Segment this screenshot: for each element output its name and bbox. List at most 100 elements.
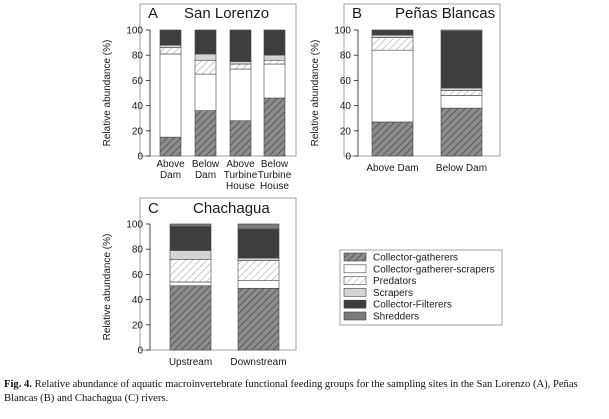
bar-segment-predators xyxy=(169,258,212,283)
bar-segment-collector-gatherers xyxy=(194,110,217,157)
bar-segment-collector-gatherer-scrapers xyxy=(440,95,483,109)
legend-label-collector-gatherers: Collector-gatherers xyxy=(373,253,458,264)
panel-title: San Lorenzo xyxy=(184,5,269,22)
y-tick-label: 20 xyxy=(340,126,352,137)
panel-title: Peñas Blancas xyxy=(395,5,495,22)
bar-segment-predators xyxy=(229,63,252,70)
bar-segment-collector-gatherer-scrapers xyxy=(159,53,182,138)
x-tick-label: Upstream xyxy=(169,357,212,368)
bar-segment-collector-filterers xyxy=(169,226,212,251)
bar-segment-predators xyxy=(194,59,217,75)
y-tick-label: 60 xyxy=(340,76,352,87)
bar-segment-shredders xyxy=(440,29,483,32)
panel-c: C Chachagua 0 20 40 60 80 100 Relative abundance… xyxy=(102,197,297,368)
legend-swatch-shredders xyxy=(343,311,367,321)
x-tick-label: Above Turbine House xyxy=(224,159,258,192)
legend-swatch-collector-filterers xyxy=(343,299,367,309)
panel-b: B Peñas Blancas 0 20 40 60 80 100 Relative abund… xyxy=(310,3,501,174)
y-tick-label: 60 xyxy=(132,76,144,87)
figure-caption: Fig. 4. Relative abundance of aquatic ma… xyxy=(4,378,605,406)
y-tick-label: 40 xyxy=(340,101,352,112)
panel-a: A San Lorenzo 0 20 40 60 80 100 Relative abundan… xyxy=(102,3,297,192)
y-tick-label: 20 xyxy=(132,320,144,331)
y-tick-label: 0 xyxy=(137,346,143,357)
bar-segment-shredders xyxy=(237,223,280,230)
bar-segment-collector-filterers xyxy=(237,228,280,259)
bar-segment-scrapers xyxy=(229,61,252,65)
y-tick-label: 0 xyxy=(345,152,351,163)
bar-segment-scrapers xyxy=(263,54,286,61)
bar-segment-collector-filterers xyxy=(371,29,414,36)
y-tick-label: 100 xyxy=(126,220,143,231)
bar-segment-collector-gatherer-scrapers xyxy=(237,280,280,289)
bar-segment-collector-gatherers xyxy=(371,121,414,157)
y-tick-label: 80 xyxy=(132,245,144,256)
y-tick-label: 100 xyxy=(126,26,143,37)
x-tick-label: Below Dam xyxy=(436,163,487,174)
bar-segment-scrapers xyxy=(237,257,280,261)
y-axis-label: Relative abundance (%) xyxy=(102,40,113,147)
bar-segment-collector-gatherer-scrapers xyxy=(229,68,252,122)
bar-segment-collector-filterers xyxy=(440,30,483,89)
y-tick-label: 100 xyxy=(334,26,351,37)
bar-segment-scrapers xyxy=(169,250,212,260)
legend-swatch-collector-gatherers xyxy=(343,252,367,262)
x-tick-label: Above Dam xyxy=(366,163,418,174)
legend-label-predators: Predators xyxy=(373,276,416,287)
bar-segment-collector-gatherers xyxy=(237,287,280,351)
legend-label-collector-filterers: Collector-Filterers xyxy=(373,300,452,311)
bar-segment-collector-gatherers xyxy=(159,136,182,157)
bar-segment-collector-gatherers xyxy=(440,107,483,157)
legend-swatch-scrapers xyxy=(343,288,367,297)
legend-swatch-collector-gatherer-scrapers xyxy=(343,264,367,274)
bar-segment-predators xyxy=(159,47,182,55)
bar-segment-collector-filterers xyxy=(159,29,182,46)
bar-segment-collector-filterers xyxy=(194,29,217,55)
legend-label-shredders: Shredders xyxy=(373,312,419,323)
x-tick-label: Below Dam xyxy=(192,159,220,181)
y-tick-label: 0 xyxy=(137,152,143,163)
legend-swatch-predators xyxy=(343,276,367,285)
bar-segment-collector-gatherer-scrapers xyxy=(169,281,212,287)
panel-letter: C xyxy=(148,200,159,217)
bar-segment-collector-gatherer-scrapers xyxy=(371,49,414,123)
bar-segment-collector-gatherers xyxy=(169,285,212,351)
y-tick-label: 40 xyxy=(132,295,144,306)
bar-segment-scrapers xyxy=(440,87,483,91)
bar-segment-scrapers xyxy=(371,34,414,38)
bar-segment-predators xyxy=(440,90,483,96)
bar-segment-collector-filterers xyxy=(229,29,252,62)
panel-frame xyxy=(343,3,501,157)
caption-label: Fig. 4. xyxy=(4,379,32,390)
bar-segment-scrapers xyxy=(159,44,182,48)
caption-text: Relative abundance of aquatic macroinver… xyxy=(4,379,578,404)
legend: Collector-gatherersCollector-gatherer-sc… xyxy=(339,249,503,326)
y-tick-label: 80 xyxy=(132,51,144,62)
legend-frame xyxy=(339,249,503,326)
panel-letter: A xyxy=(148,5,158,22)
y-axis-label: Relative abundance (%) xyxy=(102,234,113,341)
bar-segment-collector-gatherers xyxy=(263,97,286,157)
panel-title: Chachagua xyxy=(193,200,270,217)
bar-segment-collector-filterers xyxy=(263,29,286,56)
bar-segment-collector-gatherer-scrapers xyxy=(194,73,217,111)
x-tick-label: Downstream xyxy=(230,357,286,368)
x-tick-label: Below Turbine House xyxy=(258,159,292,192)
bar-segment-collector-gatherers xyxy=(229,120,252,157)
x-tick-label: Above Dam xyxy=(156,159,185,181)
bar-segment-predators xyxy=(263,59,286,65)
legend-label-scrapers: Scrapers xyxy=(373,288,413,299)
bar-segment-shredders xyxy=(169,223,212,227)
panel-frame xyxy=(139,3,297,157)
y-tick-label: 80 xyxy=(340,51,352,62)
y-axis-label: Relative abundance (%) xyxy=(310,40,321,147)
bar-segment-collector-gatherer-scrapers xyxy=(263,63,286,99)
bar-segment-scrapers xyxy=(194,53,217,61)
y-tick-label: 60 xyxy=(132,270,144,281)
y-tick-label: 20 xyxy=(132,126,144,137)
panel-frame xyxy=(139,197,297,351)
y-tick-label: 40 xyxy=(132,101,144,112)
panel-letter: B xyxy=(352,5,362,22)
legend-label-collector-gatherer-scrapers: Collector-gatherer-scrapers xyxy=(373,264,495,275)
